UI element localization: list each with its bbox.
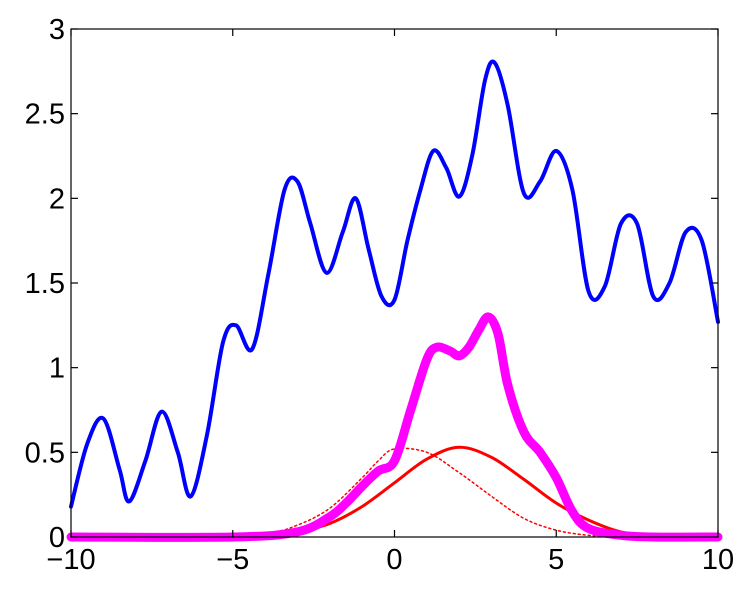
x-tick-label: 10	[702, 544, 734, 576]
y-tick-label: 1	[49, 353, 65, 385]
series-line-1	[66, 312, 723, 542]
y-tick-label: 0	[49, 522, 65, 554]
x-tick-label: −5	[216, 544, 249, 576]
x-tick-label: 5	[548, 544, 564, 576]
series-line-0	[69, 59, 720, 509]
y-tick-label: 3	[49, 14, 65, 46]
y-tick-label: 1.5	[25, 268, 65, 300]
y-tick-label: 2.5	[25, 99, 65, 131]
series-layer	[66, 59, 723, 542]
ticks-layer: −10 −5 0 5 10 0 0.5 1 1.5 2 2.5 3	[25, 14, 734, 576]
x-tick-label: 0	[386, 544, 402, 576]
x-tick-label: −10	[46, 544, 95, 576]
y-tick-label: 2	[49, 183, 65, 215]
y-tick-label: 0.5	[25, 437, 65, 469]
